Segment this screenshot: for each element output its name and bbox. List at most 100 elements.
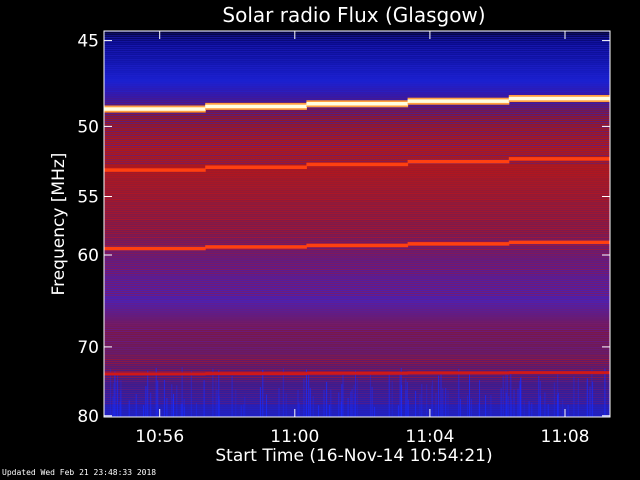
texture-stripe [104, 281, 610, 282]
noise-streak [128, 400, 130, 417]
texture-stripe [104, 209, 610, 210]
noise-streak [399, 371, 401, 417]
noise-streak [557, 374, 559, 417]
texture-stripe [104, 133, 610, 134]
texture-stripe [104, 33, 610, 34]
texture-stripe [104, 171, 610, 172]
noise-streak [510, 373, 512, 417]
texture-stripe [104, 157, 610, 158]
texture-stripe [104, 125, 610, 126]
noise-streak [190, 371, 192, 417]
y-tick-label: 45 [77, 32, 99, 52]
texture-stripe [104, 123, 610, 124]
noise-streak [502, 375, 504, 417]
noise-streak [282, 368, 284, 417]
noise-streak [586, 378, 588, 417]
texture-stripe [104, 323, 610, 324]
texture-stripe [104, 79, 610, 80]
noise-streak [266, 394, 267, 417]
emission-band-3 [205, 372, 307, 376]
x-tick-label: 11:08 [541, 427, 590, 447]
noise-streak [298, 402, 300, 417]
noise-streak [323, 389, 325, 417]
texture-stripe [104, 107, 610, 108]
texture-stripe [104, 47, 610, 48]
texture-stripe [104, 143, 610, 144]
noise-streak [312, 396, 314, 417]
noise-streak [485, 395, 487, 417]
noise-streak [353, 384, 355, 417]
noise-streak [553, 382, 555, 417]
texture-stripe [104, 283, 610, 284]
texture-stripe [104, 415, 610, 416]
texture-stripe [104, 211, 610, 212]
texture-stripe [104, 337, 610, 338]
texture-stripe [104, 409, 610, 410]
noise-streak [505, 370, 507, 417]
noise-streak [470, 398, 472, 417]
noise-streak [458, 368, 460, 417]
noise-streak [445, 387, 447, 417]
noise-streak [407, 399, 409, 417]
texture-stripe [104, 191, 610, 192]
noise-streak [490, 395, 492, 417]
noise-streak [511, 399, 513, 417]
noise-streak [500, 388, 502, 417]
texture-stripe [104, 317, 610, 318]
texture-stripe [104, 99, 610, 100]
texture-stripe [104, 295, 610, 296]
noise-streak [421, 383, 423, 417]
noise-streak [544, 392, 546, 417]
texture-stripe [104, 149, 610, 150]
texture-stripe [104, 351, 610, 352]
emission-band-0-core [205, 104, 307, 109]
noise-streak [347, 397, 349, 417]
texture-stripe [104, 145, 610, 146]
noise-streak [120, 390, 122, 417]
noise-streak [356, 378, 358, 417]
texture-stripe [104, 229, 610, 230]
texture-stripe [104, 297, 610, 298]
noise-streak [520, 376, 522, 417]
texture-stripe [104, 407, 610, 408]
noise-streak [405, 390, 407, 417]
noise-streak [114, 371, 116, 417]
texture-stripe [104, 65, 610, 66]
texture-stripe [104, 255, 610, 256]
texture-stripe [104, 71, 610, 72]
noise-streak [330, 389, 332, 417]
noise-streak [303, 378, 305, 417]
texture-stripe [104, 227, 610, 228]
texture-stripe [104, 45, 610, 46]
noise-streak [166, 398, 168, 417]
texture-stripe [104, 113, 610, 114]
texture-stripe [104, 225, 610, 226]
noise-streak [305, 369, 307, 417]
texture-stripe [104, 307, 610, 308]
noise-streak [442, 388, 444, 417]
emission-band-1 [508, 157, 610, 161]
texture-stripe [104, 219, 610, 220]
y-tick-label: 80 [77, 407, 99, 427]
texture-stripe [104, 331, 610, 332]
noise-streak [573, 376, 575, 417]
chart-title: Solar radio Flux (Glasgow) [222, 3, 485, 27]
noise-streak [426, 384, 428, 417]
noise-streak [173, 393, 174, 417]
texture-stripe [104, 391, 610, 392]
noise-streak [183, 399, 185, 417]
noise-streak [577, 378, 579, 417]
texture-stripe [104, 243, 610, 244]
texture-stripe [104, 383, 610, 384]
texture-stripe [104, 299, 610, 300]
emission-band-0-core [306, 102, 409, 106]
emission-band-0-core [104, 107, 206, 111]
noise-streak [562, 399, 564, 417]
noise-streak [157, 380, 159, 417]
emission-band-1 [104, 168, 206, 172]
texture-stripe [104, 173, 610, 174]
texture-stripe [104, 51, 610, 52]
y-axis-title: Frequency [MHz] [49, 153, 69, 296]
texture-stripe [104, 241, 610, 242]
texture-stripe [104, 115, 610, 116]
